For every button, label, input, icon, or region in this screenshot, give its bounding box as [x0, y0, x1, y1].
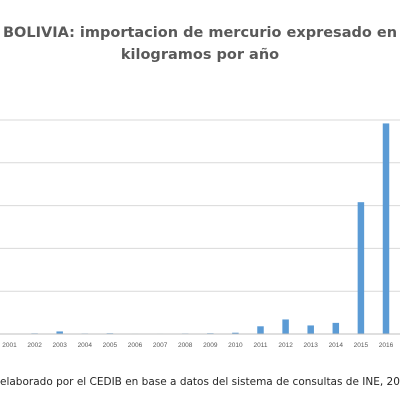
x-tick-label-2005: 2005 [103, 342, 118, 349]
bar-2003 [56, 331, 63, 334]
x-tick-label-2009: 2009 [203, 342, 218, 349]
x-tick-label-2007: 2007 [153, 342, 168, 349]
bar-2010 [232, 332, 239, 334]
x-tick-label-2006: 2006 [128, 342, 143, 349]
x-tick-label-2011: 2011 [254, 342, 268, 349]
x-tick-label-2014: 2014 [329, 342, 344, 349]
bar-2015 [357, 202, 365, 334]
x-tick-label-2008: 2008 [178, 342, 193, 349]
x-tick-label-2010: 2010 [228, 342, 243, 349]
chart-title-line2: kilogramos por año [120, 47, 280, 63]
bar-2011 [257, 326, 264, 334]
x-tick-label-2002: 2002 [27, 342, 42, 349]
x-tick-label-2013: 2013 [303, 342, 318, 349]
x-tick-label-2004: 2004 [78, 342, 93, 349]
bar-2013 [307, 325, 314, 334]
bar-2016 [382, 123, 390, 334]
chart-title-line1: BOLIVIA: importacion de mercurio expresa… [2, 25, 398, 41]
x-tick-label-2015: 2015 [354, 342, 369, 349]
bar-2014 [332, 322, 340, 334]
chart-title: BOLIVIA: importacion de mercurio expresa… [0, 22, 400, 66]
x-tick-label-2001: 2001 [2, 342, 17, 349]
bar-2012 [282, 319, 289, 334]
x-tick-label-2012: 2012 [278, 342, 293, 349]
source-note: elaborado por el CEDIB en base a datos d… [0, 376, 400, 388]
x-tick-label-2003: 2003 [52, 342, 67, 349]
x-tick-label-2016: 2016 [379, 342, 394, 349]
